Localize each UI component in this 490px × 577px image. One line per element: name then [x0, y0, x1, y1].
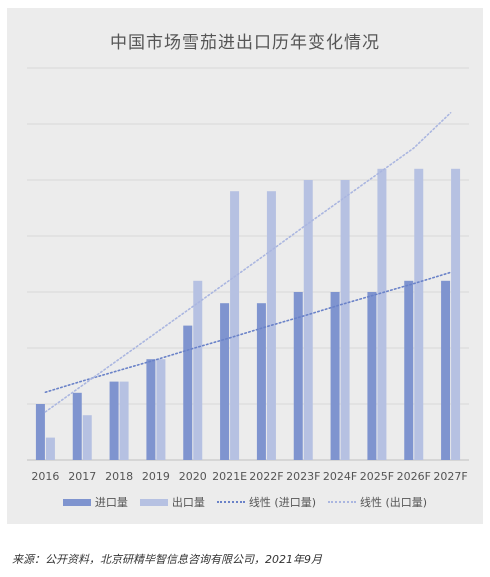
x-tick-label: 2016: [31, 470, 59, 483]
bar-export: [451, 168, 461, 461]
chart-plot: 2016 2017 2018 2019 2020 2021E 2022F 2023F 2024F…: [27, 67, 469, 483]
x-tick-label: 2024F: [323, 470, 357, 483]
bar-import: [256, 303, 266, 460]
bar-export: [377, 168, 387, 461]
legend-item-import-trend: 线性 (进口量): [216, 494, 316, 510]
bar-import: [35, 404, 45, 460]
source-note: 来源：公开资料，北京研精毕智信息咨询有限公司，2021年9月: [12, 553, 322, 566]
x-tick-label: 2020: [179, 470, 207, 483]
bar-import: [441, 280, 451, 460]
x-tick-label: 2019: [142, 470, 170, 483]
legend-label-import-trend: 线性 (进口量): [248, 496, 316, 509]
bar-import: [367, 292, 377, 460]
bar-import: [183, 325, 193, 460]
legend-item-export: 出口量: [139, 494, 205, 510]
x-tick-label: 2022F: [249, 470, 283, 483]
legend-label-import: 进口量: [94, 496, 128, 509]
legend-swatch-import: [62, 498, 91, 506]
trendlines: [44, 112, 452, 413]
bar-export: [340, 180, 350, 460]
x-tick-label: 2027F: [433, 470, 467, 483]
bar-export: [230, 191, 240, 460]
legend: 进口量 出口量 线性 (进口量) 线性 (出口量): [7, 494, 483, 510]
legend-swatch-export-trend: [328, 501, 356, 503]
legend-label-export: 出口量: [171, 496, 205, 509]
grid-lines: [27, 67, 469, 461]
bar-import: [330, 292, 340, 460]
x-tick-label: 2017: [68, 470, 96, 483]
bar-export: [303, 180, 313, 460]
trendline-import: [44, 271, 452, 394]
bar-import: [293, 292, 303, 460]
chart-title: 中国市场雪茄进出口历年变化情况: [110, 33, 380, 53]
legend-item-import: 进口量: [62, 494, 128, 510]
trendline-export: [44, 112, 452, 413]
bar-export: [82, 415, 92, 460]
bar-import: [109, 381, 119, 460]
legend-label-export-trend: 线性 (出口量): [360, 496, 428, 509]
bar-export: [193, 280, 203, 460]
chart-panel: 2016 2017 2018 2019 2020 2021E 2022F 2023F 2024F…: [7, 8, 483, 524]
bar-import: [146, 359, 156, 460]
x-tick-labels: 2016 2017 2018 2019 2020 2021E 2022F 2023F 2024F…: [31, 470, 467, 483]
bar-export: [45, 437, 55, 460]
legend-item-export-trend: 线性 (出口量): [328, 494, 427, 510]
bar-import: [404, 280, 414, 460]
x-tick-label: 2025F: [360, 470, 394, 483]
legend-swatch-import-trend: [216, 501, 245, 503]
legend-swatch-export: [139, 498, 168, 506]
x-tick-label: 2023F: [286, 470, 320, 483]
x-tick-label: 2026F: [397, 470, 431, 483]
x-tick-label: 2021E: [212, 470, 247, 483]
bar-import: [220, 303, 230, 460]
x-tick-label: 2018: [105, 470, 133, 483]
bars: [35, 168, 461, 461]
bar-export: [119, 381, 129, 460]
bar-export: [156, 359, 166, 460]
bar-import: [72, 392, 82, 460]
bar-export: [414, 168, 424, 461]
